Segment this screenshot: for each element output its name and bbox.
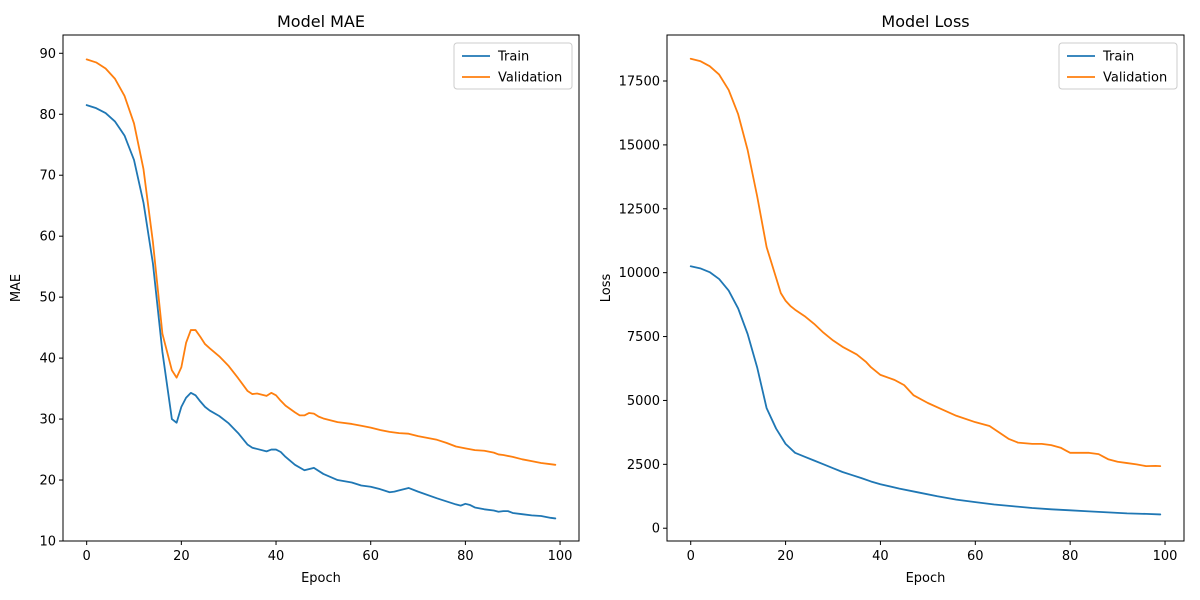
y-axis-label: MAE — [9, 274, 24, 302]
y-tick-label: 20 — [39, 474, 56, 489]
x-tick-label: 40 — [268, 549, 285, 564]
x-axis-label: Epoch — [906, 571, 946, 586]
x-tick-label: 100 — [548, 549, 573, 564]
legend: Train Validation — [1058, 42, 1178, 90]
x-axis-label: Epoch — [301, 571, 341, 586]
y-tick-label: 2500 — [627, 458, 660, 473]
y-tick-label: 40 — [39, 352, 56, 367]
x-tick-label: 100 — [1153, 549, 1178, 564]
y-axis-label: Loss — [599, 274, 614, 303]
y-tick-label: 10 — [39, 535, 56, 550]
y-tick-label: 10000 — [619, 266, 660, 281]
y-tick-label: 90 — [39, 47, 56, 62]
y-tick-label: 17500 — [619, 75, 660, 90]
legend-label-train: Train — [1102, 50, 1134, 65]
y-tick-label: 15000 — [619, 138, 660, 153]
axes-frame — [666, 34, 1185, 542]
y-tick-label: 50 — [39, 291, 56, 306]
x-tick-label: 80 — [457, 549, 474, 564]
x-tick-label: 20 — [173, 549, 190, 564]
x-tick-label: 0 — [83, 549, 91, 564]
y-tick-label: 12500 — [619, 202, 660, 217]
legend-label-train: Train — [497, 50, 529, 65]
x-tick-label: 40 — [872, 549, 889, 564]
chart-title: Model Loss — [881, 12, 969, 31]
mae-chart: Model MAE 0 20 40 60 80 100 10 20 30 40 50 60 70 80 90 E… — [9, 12, 580, 586]
y-tick-label: 70 — [39, 169, 56, 184]
y-tick-label: 7500 — [627, 330, 660, 345]
x-tick-label: 80 — [1062, 549, 1079, 564]
x-tick-label: 60 — [967, 549, 984, 564]
series-line-validation — [85, 58, 557, 466]
series-line-train — [85, 104, 557, 520]
legend: Train Validation — [453, 42, 573, 90]
chart-title: Model MAE — [277, 12, 365, 31]
x-tick-label: 0 — [687, 549, 695, 564]
x-tick-label: 20 — [777, 549, 794, 564]
legend-label-validation: Validation — [1103, 71, 1167, 86]
x-tick-label: 60 — [362, 549, 379, 564]
legend-label-validation: Validation — [498, 71, 562, 86]
series-line-train — [689, 265, 1162, 516]
axes-frame — [62, 34, 580, 542]
y-tick-label: 5000 — [627, 394, 660, 409]
loss-chart: Model Loss 0 20 40 60 80 100 0 2500 5000 7500 10000… — [599, 12, 1185, 586]
series-line-validation — [689, 57, 1162, 468]
y-tick-label: 80 — [39, 108, 56, 123]
y-tick-label: 30 — [39, 413, 56, 428]
y-tick-label: 60 — [39, 230, 56, 245]
y-tick-label: 0 — [652, 522, 660, 537]
